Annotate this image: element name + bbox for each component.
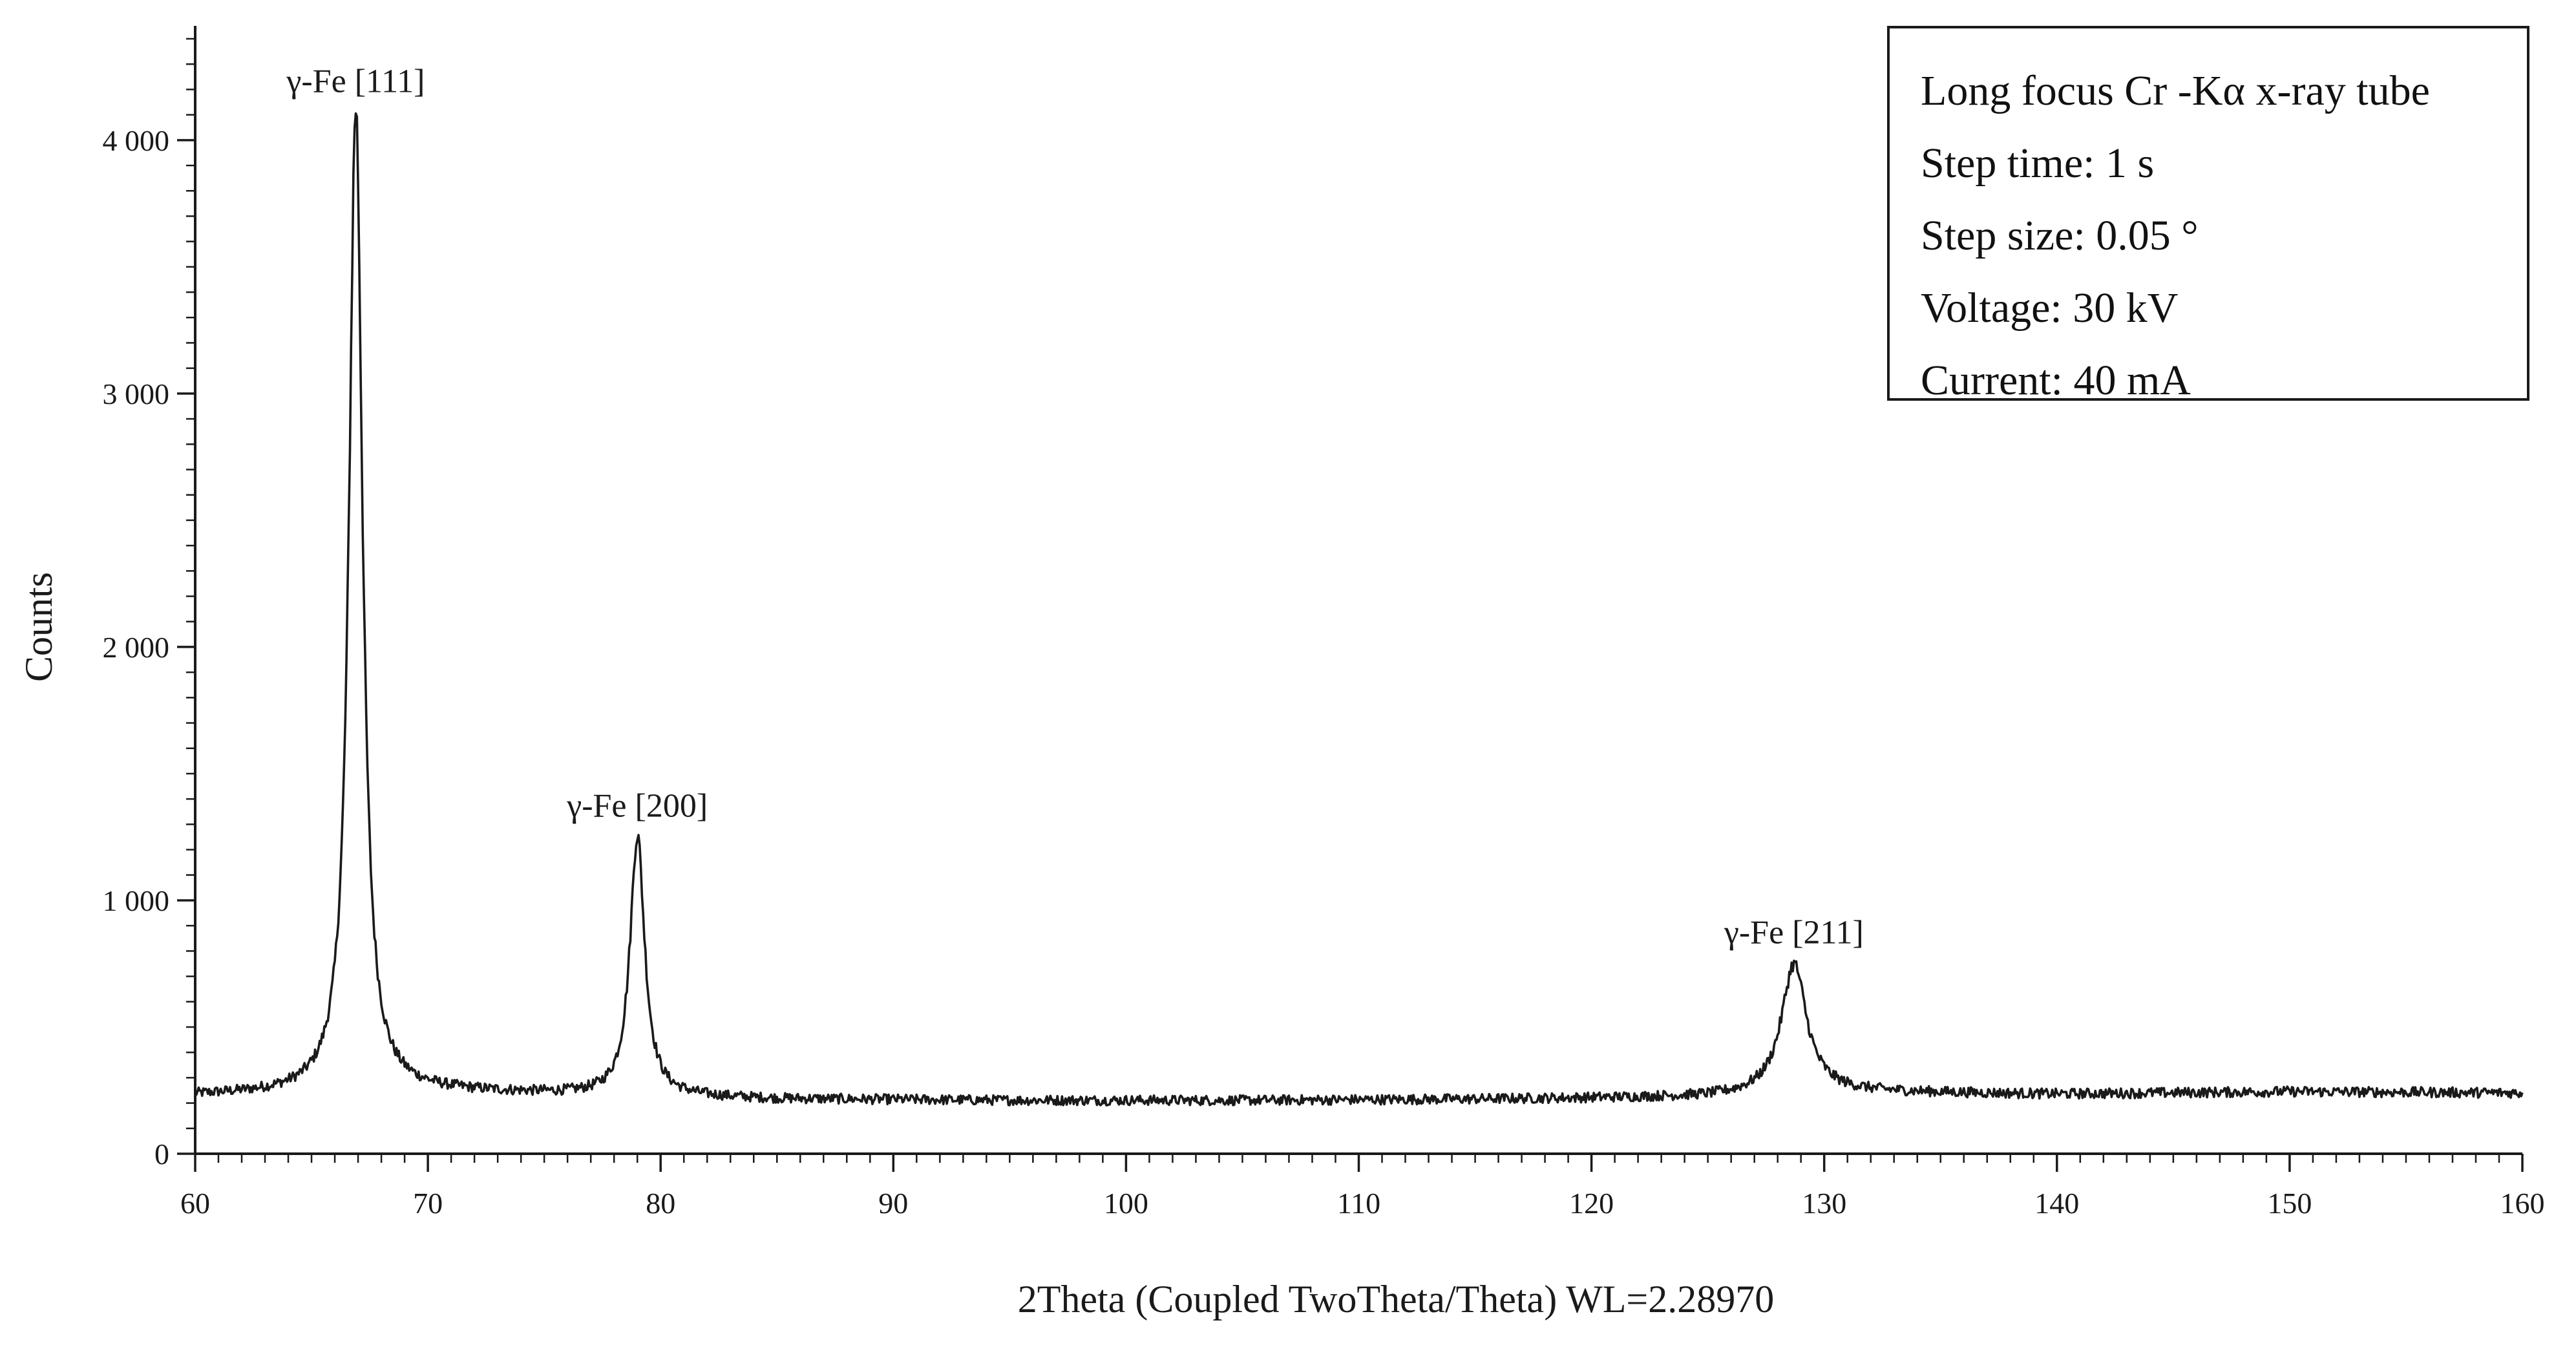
info-line: Voltage: 30 kV bbox=[1921, 284, 2178, 332]
info-box: Long focus Cr -Kα x-ray tube Step time: 1… bbox=[1887, 26, 2529, 404]
peak-label: γ-Fe [211] bbox=[1724, 915, 1864, 951]
info-line: Long focus Cr -Kα x-ray tube bbox=[1921, 67, 2430, 114]
peak-label: γ-Fe [111] bbox=[286, 63, 425, 100]
x-axis-title: 2Theta (Coupled TwoTheta/Theta) WL=2.289… bbox=[1018, 1278, 1774, 1320]
y-tick-label: 0 bbox=[154, 1138, 169, 1171]
x-tick-label: 60 bbox=[180, 1187, 210, 1220]
x-tick-label: 70 bbox=[413, 1187, 443, 1220]
peak-label: γ-Fe [200] bbox=[566, 788, 708, 825]
info-line: Current: 40 mA bbox=[1921, 357, 2191, 404]
diffraction-trace bbox=[194, 112, 2524, 1107]
x-tick-label: 160 bbox=[2500, 1187, 2545, 1220]
y-axis-title: Counts bbox=[17, 572, 60, 682]
info-line: Step time: 1 s bbox=[1921, 140, 2154, 187]
x-tick-label: 80 bbox=[646, 1187, 675, 1220]
x-tick-label: 100 bbox=[1104, 1187, 1148, 1220]
info-line: Step size: 0.05 ° bbox=[1921, 212, 2199, 259]
x-tick-label: 150 bbox=[2267, 1187, 2312, 1220]
x-tick-label: 110 bbox=[1337, 1187, 1380, 1220]
info-box-frame bbox=[1887, 26, 2529, 401]
y-tick-label: 4 000 bbox=[103, 124, 170, 157]
y-tick-label: 3 000 bbox=[103, 377, 170, 410]
x-tick-label: 140 bbox=[2034, 1187, 2079, 1220]
x-tick-label: 90 bbox=[878, 1187, 908, 1220]
y-tick-label: 2 000 bbox=[103, 631, 170, 664]
x-tick-label: 120 bbox=[1569, 1187, 1614, 1220]
y-tick-label: 1 000 bbox=[103, 884, 170, 917]
x-tick-label: 130 bbox=[1802, 1187, 1846, 1220]
